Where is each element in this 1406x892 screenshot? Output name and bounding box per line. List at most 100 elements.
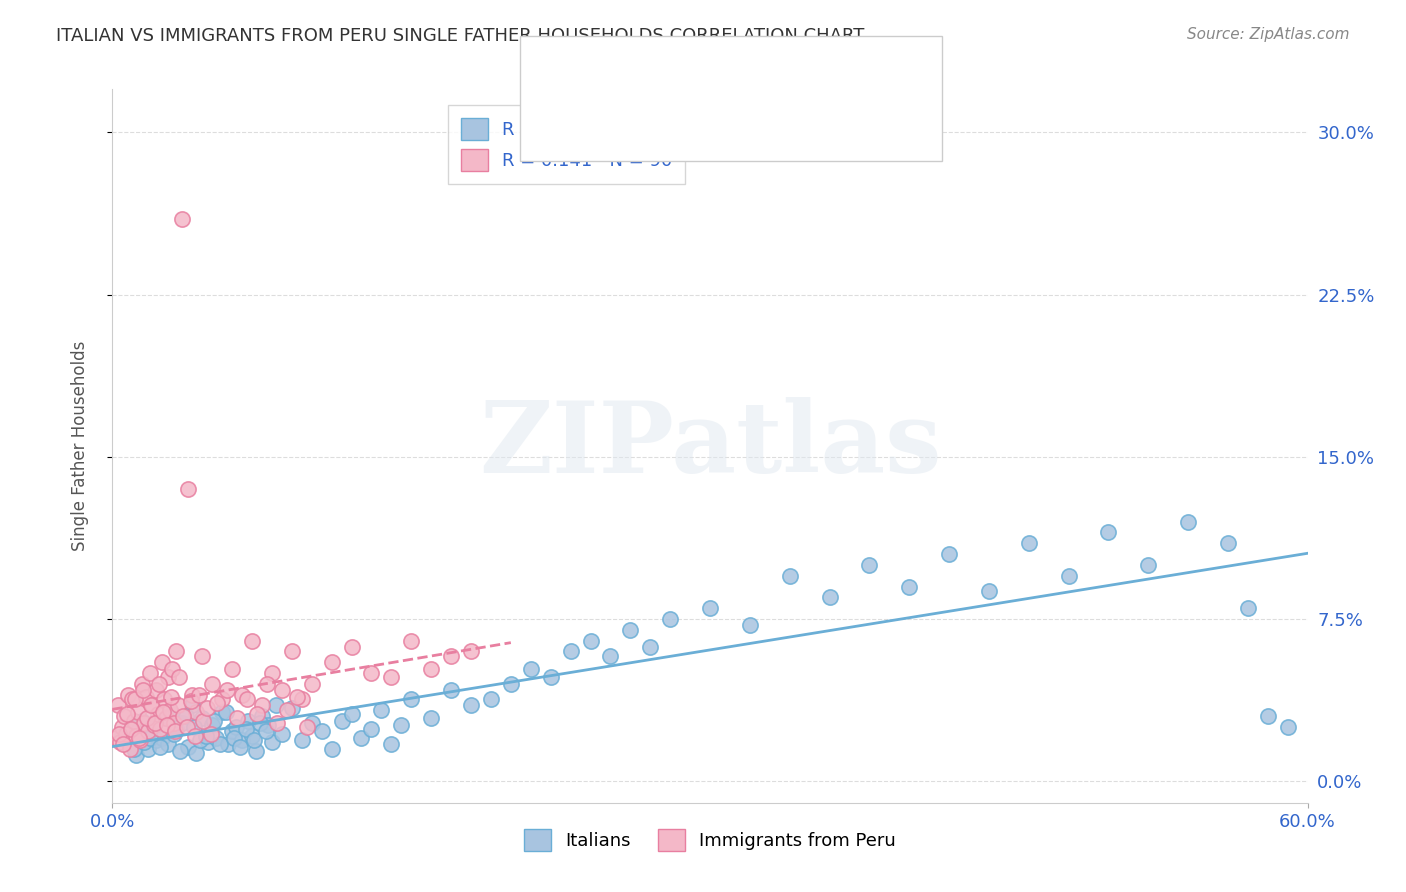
Immigrants from Peru: [138, 724, 160, 739]
Italians: [163, 726, 186, 740]
Italians: [217, 738, 239, 752]
Italians: [401, 692, 423, 706]
Immigrants from Peru: [125, 729, 148, 743]
Immigrants from Peru: [276, 703, 298, 717]
Immigrants from Peru: [149, 723, 172, 737]
Immigrants from Peru: [160, 690, 183, 704]
Immigrants from Peru: [205, 696, 228, 710]
Italians: [311, 724, 333, 739]
Italians: [157, 738, 180, 752]
Italians: [499, 677, 522, 691]
Italians: [188, 733, 211, 747]
Italians: [1177, 515, 1199, 529]
Italians: [249, 715, 271, 730]
Immigrants from Peru: [440, 648, 463, 663]
Italians: [250, 709, 273, 723]
Italians: [938, 547, 960, 561]
Immigrants from Peru: [141, 698, 163, 713]
Immigrants from Peru: [250, 698, 273, 713]
Italians: [977, 583, 1000, 598]
Italians: [131, 714, 153, 728]
Italians: [111, 729, 134, 743]
Italians: [236, 714, 259, 728]
Italians: [231, 733, 253, 747]
Italians: [197, 735, 219, 749]
Italians: [321, 741, 343, 756]
Italians: [143, 715, 166, 730]
Italians: [260, 735, 283, 749]
Italians: [221, 724, 243, 739]
Immigrants from Peru: [155, 711, 177, 725]
Immigrants from Peru: [167, 670, 190, 684]
Immigrants from Peru: [117, 688, 139, 702]
Italians: [195, 729, 218, 743]
Immigrants from Peru: [380, 670, 402, 684]
Immigrants from Peru: [172, 709, 194, 723]
Immigrants from Peru: [110, 735, 132, 749]
Italians: [243, 733, 266, 747]
Immigrants from Peru: [124, 692, 146, 706]
Immigrants from Peru: [231, 688, 253, 702]
Italians: [186, 746, 208, 760]
Immigrants from Peru: [134, 715, 156, 730]
Immigrants from Peru: [135, 690, 157, 704]
Italians: [201, 718, 224, 732]
Italians: [479, 692, 502, 706]
Immigrants from Peru: [176, 720, 198, 734]
Immigrants from Peru: [360, 666, 382, 681]
Immigrants from Peru: [111, 720, 134, 734]
Italians: [172, 715, 194, 730]
Immigrants from Peru: [131, 677, 153, 691]
Italians: [579, 633, 602, 648]
Text: Source: ZipAtlas.com: Source: ZipAtlas.com: [1187, 27, 1350, 42]
Immigrants from Peru: [321, 655, 343, 669]
Italians: [540, 670, 562, 684]
Immigrants from Peru: [215, 683, 238, 698]
Italians: [125, 748, 148, 763]
Immigrants from Peru: [143, 718, 166, 732]
Italians: [211, 705, 233, 719]
Italians: [165, 723, 187, 737]
Immigrants from Peru: [200, 726, 222, 740]
Italians: [145, 733, 167, 747]
Immigrants from Peru: [188, 688, 211, 702]
Italians: [155, 711, 177, 725]
Italians: [254, 724, 277, 739]
Immigrants from Peru: [108, 726, 131, 740]
Italians: [599, 648, 621, 663]
Immigrants from Peru: [143, 715, 166, 730]
Immigrants from Peru: [281, 644, 304, 658]
Immigrants from Peru: [340, 640, 363, 654]
Immigrants from Peru: [191, 714, 214, 728]
Immigrants from Peru: [191, 648, 214, 663]
Italians: [389, 718, 412, 732]
Italians: [619, 623, 641, 637]
Immigrants from Peru: [120, 741, 142, 756]
Italians: [699, 601, 721, 615]
Italians: [139, 731, 162, 745]
Immigrants from Peru: [167, 698, 190, 713]
Italians: [818, 591, 841, 605]
Immigrants from Peru: [148, 707, 170, 722]
Immigrants from Peru: [141, 698, 163, 713]
Immigrants from Peru: [150, 655, 173, 669]
Italians: [235, 723, 257, 737]
Italians: [257, 718, 280, 732]
Italians: [1216, 536, 1239, 550]
Immigrants from Peru: [124, 714, 146, 728]
Italians: [520, 662, 543, 676]
Immigrants from Peru: [121, 692, 143, 706]
Italians: [659, 612, 682, 626]
Immigrants from Peru: [120, 723, 142, 737]
Italians: [779, 568, 801, 582]
Immigrants from Peru: [172, 211, 194, 226]
Immigrants from Peru: [152, 705, 174, 719]
Immigrants from Peru: [240, 633, 263, 648]
Immigrants from Peru: [236, 692, 259, 706]
Italians: [225, 720, 247, 734]
Italians: [640, 640, 662, 654]
Immigrants from Peru: [221, 662, 243, 676]
Italians: [264, 698, 287, 713]
Italians: [440, 683, 463, 698]
Italians: [738, 618, 761, 632]
